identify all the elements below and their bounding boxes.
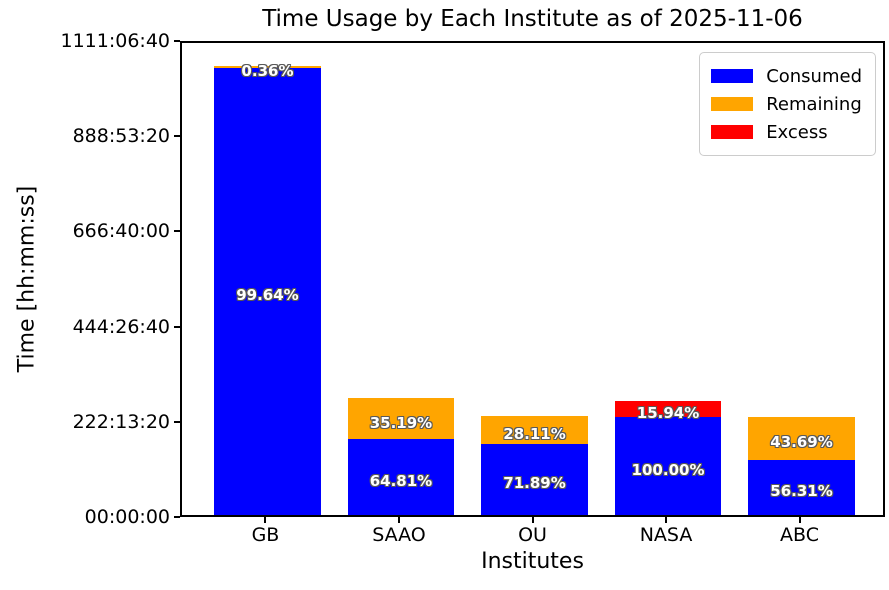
bar-value-label-ou-remaining: 28.11% [503,424,566,443]
y-tick-label: 00:00:00 [84,506,170,528]
bar-value-label-ou-consumed: 71.89% [503,474,566,493]
y-tick-mark [174,230,180,233]
bar-segment-remaining-gb [214,66,321,68]
bar-value-label-gb-consumed: 99.64% [236,286,299,305]
plot-area: 99.64% 0.36% 64.81% 35.19% 71.89% 28.11% 100.0… [180,41,885,517]
x-tick-mark [531,517,534,523]
bar-segment-consumed-nasa [614,416,722,515]
legend-label-excess: Excess [766,121,828,143]
legend-swatch-consumed-icon [711,69,754,83]
y-tick-label: 888:53:20 [72,125,170,148]
bar-value-label-abc-consumed: 56.31% [770,482,833,501]
bar-segment-consumed-gb [214,67,321,515]
legend-swatch-excess-icon [711,125,754,139]
bar-value-label-saao-consumed: 64.81% [369,472,433,491]
legend-item-remaining: Remaining [711,90,862,118]
bar-segment-remaining-saao [347,398,455,440]
legend: Consumed Remaining Excess [699,52,876,156]
x-tick-mark [798,517,801,523]
x-tick-mark [264,517,267,523]
bar-value-label-abc-remaining: 43.69% [770,433,833,452]
bar-segment-remaining-ou [481,416,588,444]
bar-value-label-saao-remaining: 35.19% [369,413,433,432]
bar-value-label-nasa-excess: 15.94% [636,404,700,423]
chart-title: Time Usage by Each Institute as of 2025-… [262,6,803,32]
y-axis-label: Time [hh:mm:ss] [14,185,40,373]
y-tick-label: 444:26:40 [72,315,170,338]
bar-segment-consumed-ou [481,443,588,515]
bar-segment-consumed-abc [748,459,855,515]
bar-segment-excess-nasa [614,401,722,417]
legend-item-excess: Excess [711,118,862,146]
x-tick-label-ou: OU [518,524,547,546]
y-tick-mark [174,420,180,423]
bar-value-label-nasa-consumed: 100.00% [631,460,705,479]
bar-value-label-gb-remaining: 0.36% [241,61,294,80]
x-tick-label-gb: GB [251,524,280,546]
x-tick-mark [665,517,668,523]
legend-label-consumed: Consumed [766,65,862,87]
bar-segment-consumed-saao [347,439,455,515]
y-tick-mark [174,516,180,518]
legend-swatch-remaining-icon [711,97,754,111]
x-tick-label-nasa: NASA [639,524,693,546]
y-tick-label: 1111:06:40 [60,30,170,52]
y-tick-mark [174,325,180,328]
legend-label-remaining: Remaining [766,93,862,115]
y-tick-label: 222:13:20 [72,410,170,433]
x-tick-mark [397,517,400,523]
y-tick-mark [174,135,180,138]
x-tick-label-saao: SAAO [372,524,426,546]
y-tick-label: 666:40:00 [72,220,170,243]
y-tick-mark [174,40,180,42]
bar-segment-remaining-abc [748,417,855,460]
x-tick-label-abc: ABC [780,524,820,546]
x-axis-label: Institutes [481,549,584,574]
legend-item-consumed: Consumed [711,62,862,90]
